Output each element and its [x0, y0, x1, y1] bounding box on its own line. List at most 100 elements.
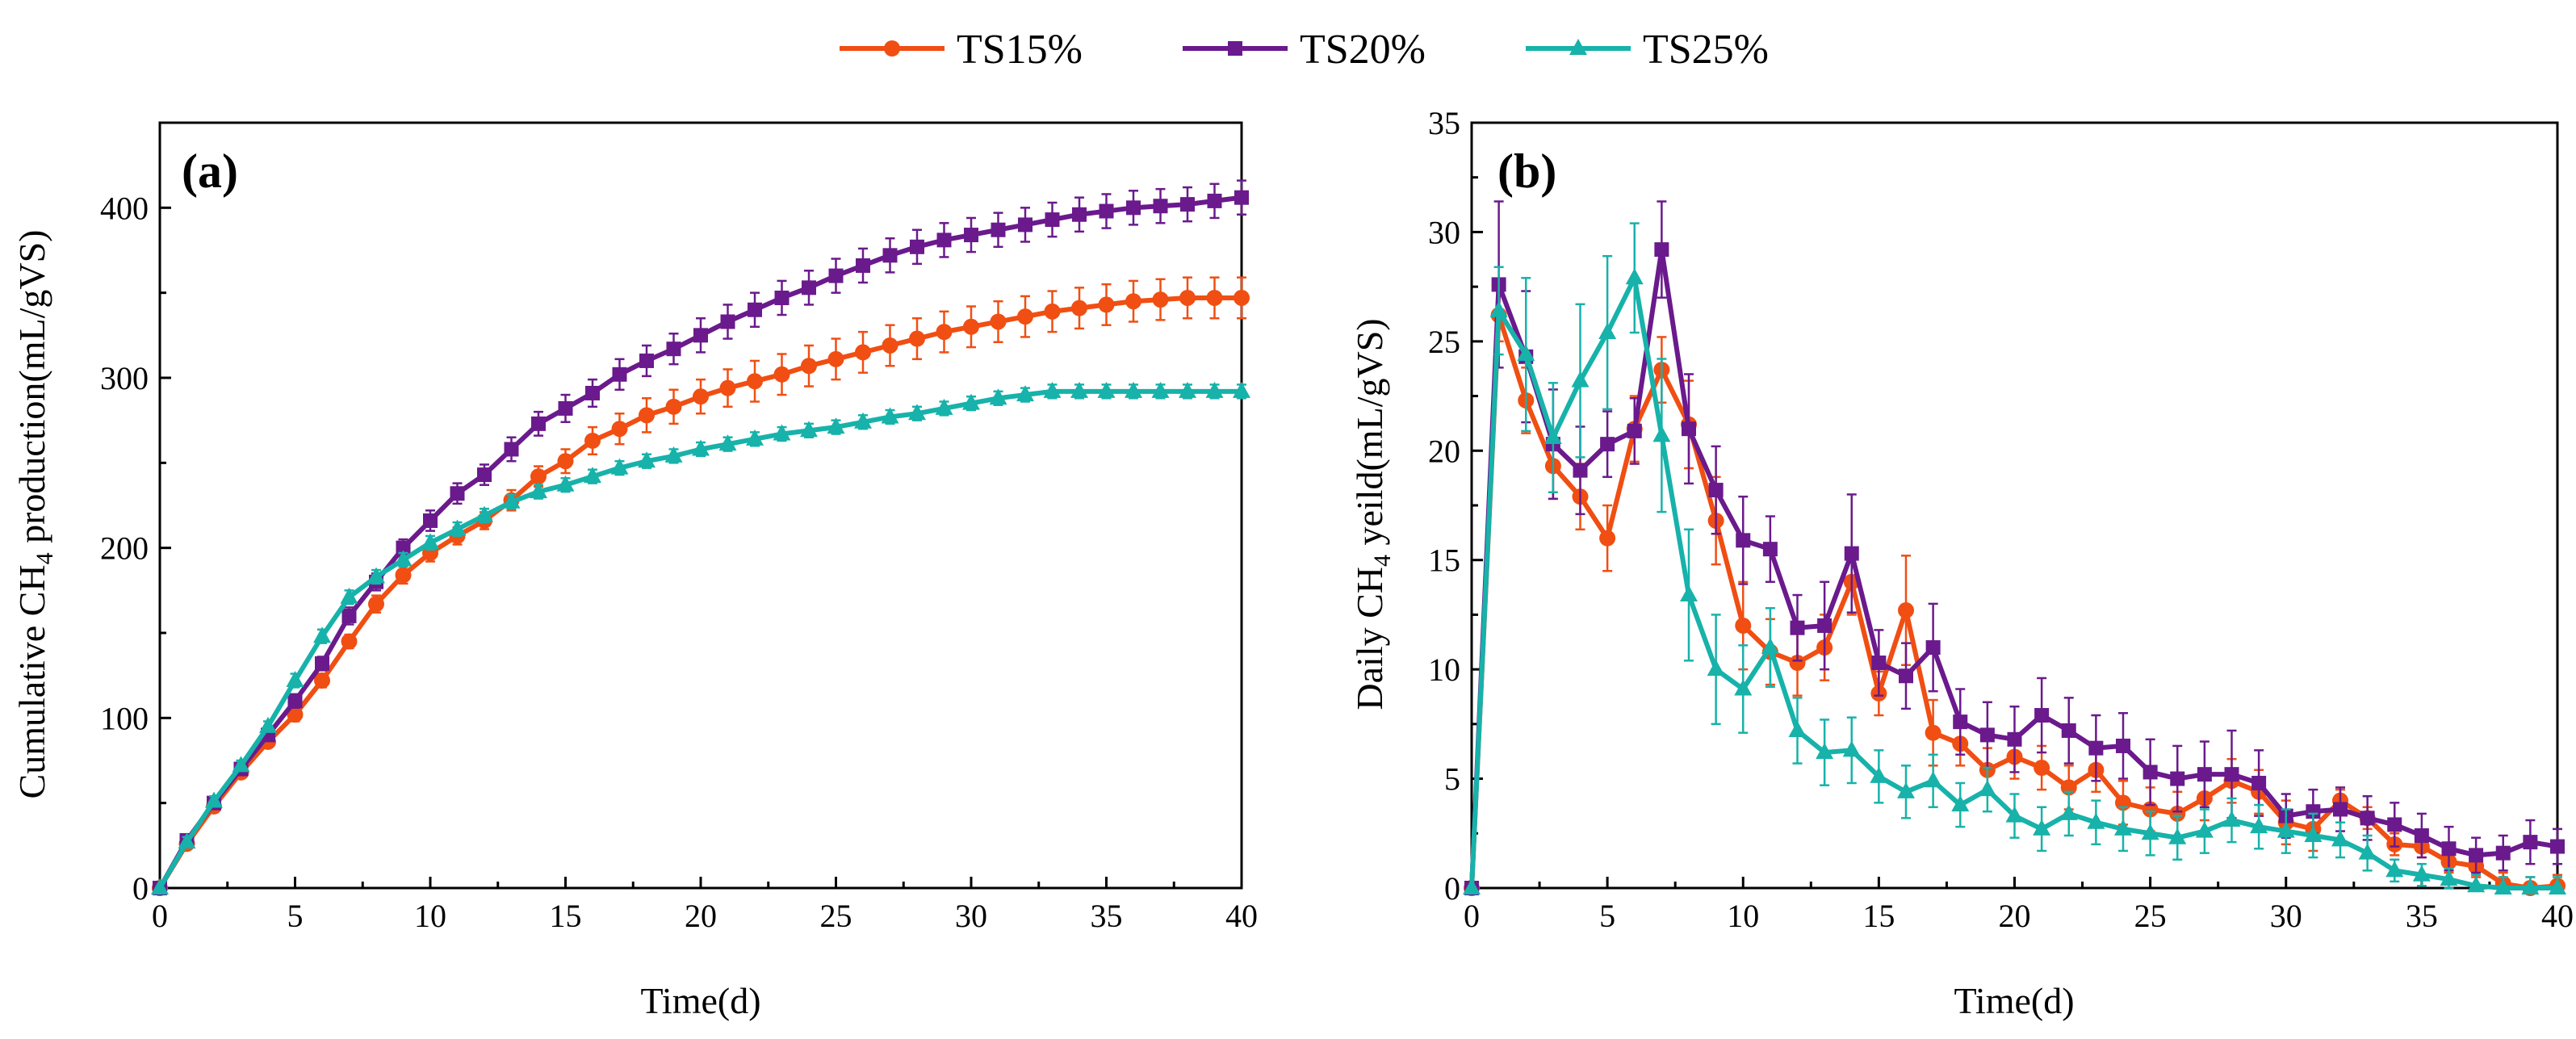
legend-item-ts15: TS15%: [840, 27, 1083, 73]
data-point: [2360, 811, 2375, 826]
y-tick-label: 400: [100, 190, 149, 226]
data-point: [1233, 381, 1250, 398]
data-point: [205, 791, 223, 808]
data-point: [2304, 825, 2323, 842]
data-point: [2441, 841, 2457, 857]
data-point: [1125, 381, 1142, 398]
data-point: [341, 633, 358, 650]
data-point: [557, 453, 574, 470]
data-point: [395, 567, 412, 584]
data-point: [504, 442, 519, 457]
data-point: [1153, 199, 1168, 214]
data-point: [2412, 865, 2431, 882]
data-point: [746, 429, 764, 446]
x-tick-label: 10: [1727, 898, 1759, 934]
data-point: [882, 248, 898, 263]
data-point: [1126, 200, 1141, 216]
legend-item-ts25: TS25%: [1526, 27, 1769, 73]
x-tick-label: 35: [1091, 898, 1123, 934]
data-point: [747, 373, 763, 390]
data-point: [774, 290, 790, 305]
legend-marker-ts15: [884, 40, 900, 57]
x-tick-label: 0: [1464, 898, 1480, 934]
data-point: [1571, 371, 1590, 388]
data-point: [990, 313, 1007, 330]
legend-label-ts15: TS15%: [957, 27, 1083, 73]
data-point: [692, 439, 710, 456]
data-point: [585, 385, 600, 400]
data-point: [962, 393, 980, 410]
panel-b-label: (b): [1497, 145, 1556, 198]
data-point: [1600, 437, 1615, 452]
data-point: [2250, 817, 2268, 834]
data-point: [1017, 308, 1033, 325]
data-point: [610, 458, 629, 475]
legend-marker-symbol: [884, 40, 900, 57]
data-point: [2277, 821, 2295, 838]
axes: 0 5 10 15 20 25 30 35 40 0 5 10 15 20 25 30 35: [1428, 105, 2574, 934]
data-point: [1817, 618, 1833, 633]
data-point: [531, 416, 546, 431]
data-point: [611, 421, 628, 438]
data-point: [232, 756, 250, 773]
data-point: [1899, 668, 1913, 684]
data-point: [421, 533, 439, 550]
x-tick-label: 0: [152, 898, 168, 934]
x-tick-label: 20: [1999, 898, 2031, 934]
series-ts25: [1463, 222, 2566, 894]
data-point: [2114, 819, 2132, 836]
data-point: [178, 832, 196, 849]
panel-b-ylabel-suffix: yeild(mL/gVS): [1349, 318, 1390, 555]
data-point: [1897, 781, 1915, 798]
data-point: [773, 366, 790, 383]
data-point: [666, 341, 681, 357]
data-point: [1734, 679, 1753, 696]
y-tick-label: 30: [1428, 214, 1460, 250]
data-point: [1979, 727, 1995, 743]
panel-b-ylabel-prefix: Daily CH: [1349, 567, 1390, 710]
data-point: [1761, 638, 1779, 655]
data-point: [802, 280, 816, 295]
data-point: [1151, 381, 1170, 398]
data-point: [881, 407, 899, 424]
data-point: [1125, 293, 1141, 310]
series-ts20: [1464, 200, 2565, 895]
data-point: [502, 492, 521, 509]
data-point: [1762, 542, 1778, 557]
data-point: [2549, 878, 2566, 894]
data-point: [313, 626, 331, 643]
data-point: [2550, 839, 2565, 854]
plot-frame: [158, 121, 1243, 890]
data-point: [801, 358, 817, 375]
data-point: [1207, 193, 1222, 208]
x-tick-label: 15: [550, 898, 582, 934]
data-point: [151, 878, 169, 894]
data-point: [584, 467, 601, 484]
data-point: [693, 328, 708, 343]
data-point: [1707, 660, 1725, 677]
data-point: [664, 446, 683, 463]
data-point: [1625, 268, 1644, 285]
data-point: [964, 228, 978, 243]
y-tick-label: 100: [100, 700, 149, 736]
x-tick-label: 5: [287, 898, 304, 934]
data-point: [423, 513, 438, 528]
data-point: [989, 388, 1007, 405]
data-point: [530, 482, 547, 499]
data-point: [1098, 296, 1115, 313]
data-point: [1925, 724, 1941, 741]
data-point: [1097, 381, 1116, 398]
data-point: [558, 400, 573, 416]
panel-a-xlabel: Time(d): [640, 980, 760, 1021]
y-tick-label: 200: [100, 530, 149, 567]
data-point: [2034, 708, 2050, 723]
data-point: [2170, 771, 2185, 786]
legend: TS15% TS20% TS25%: [840, 27, 1769, 73]
data-point: [800, 421, 818, 438]
data-point: [936, 233, 952, 248]
data-point: [287, 693, 303, 709]
data-point: [2061, 723, 2076, 738]
data-point: [1871, 656, 1887, 671]
x-tick-label: 20: [685, 898, 717, 934]
data-point: [2440, 869, 2458, 886]
